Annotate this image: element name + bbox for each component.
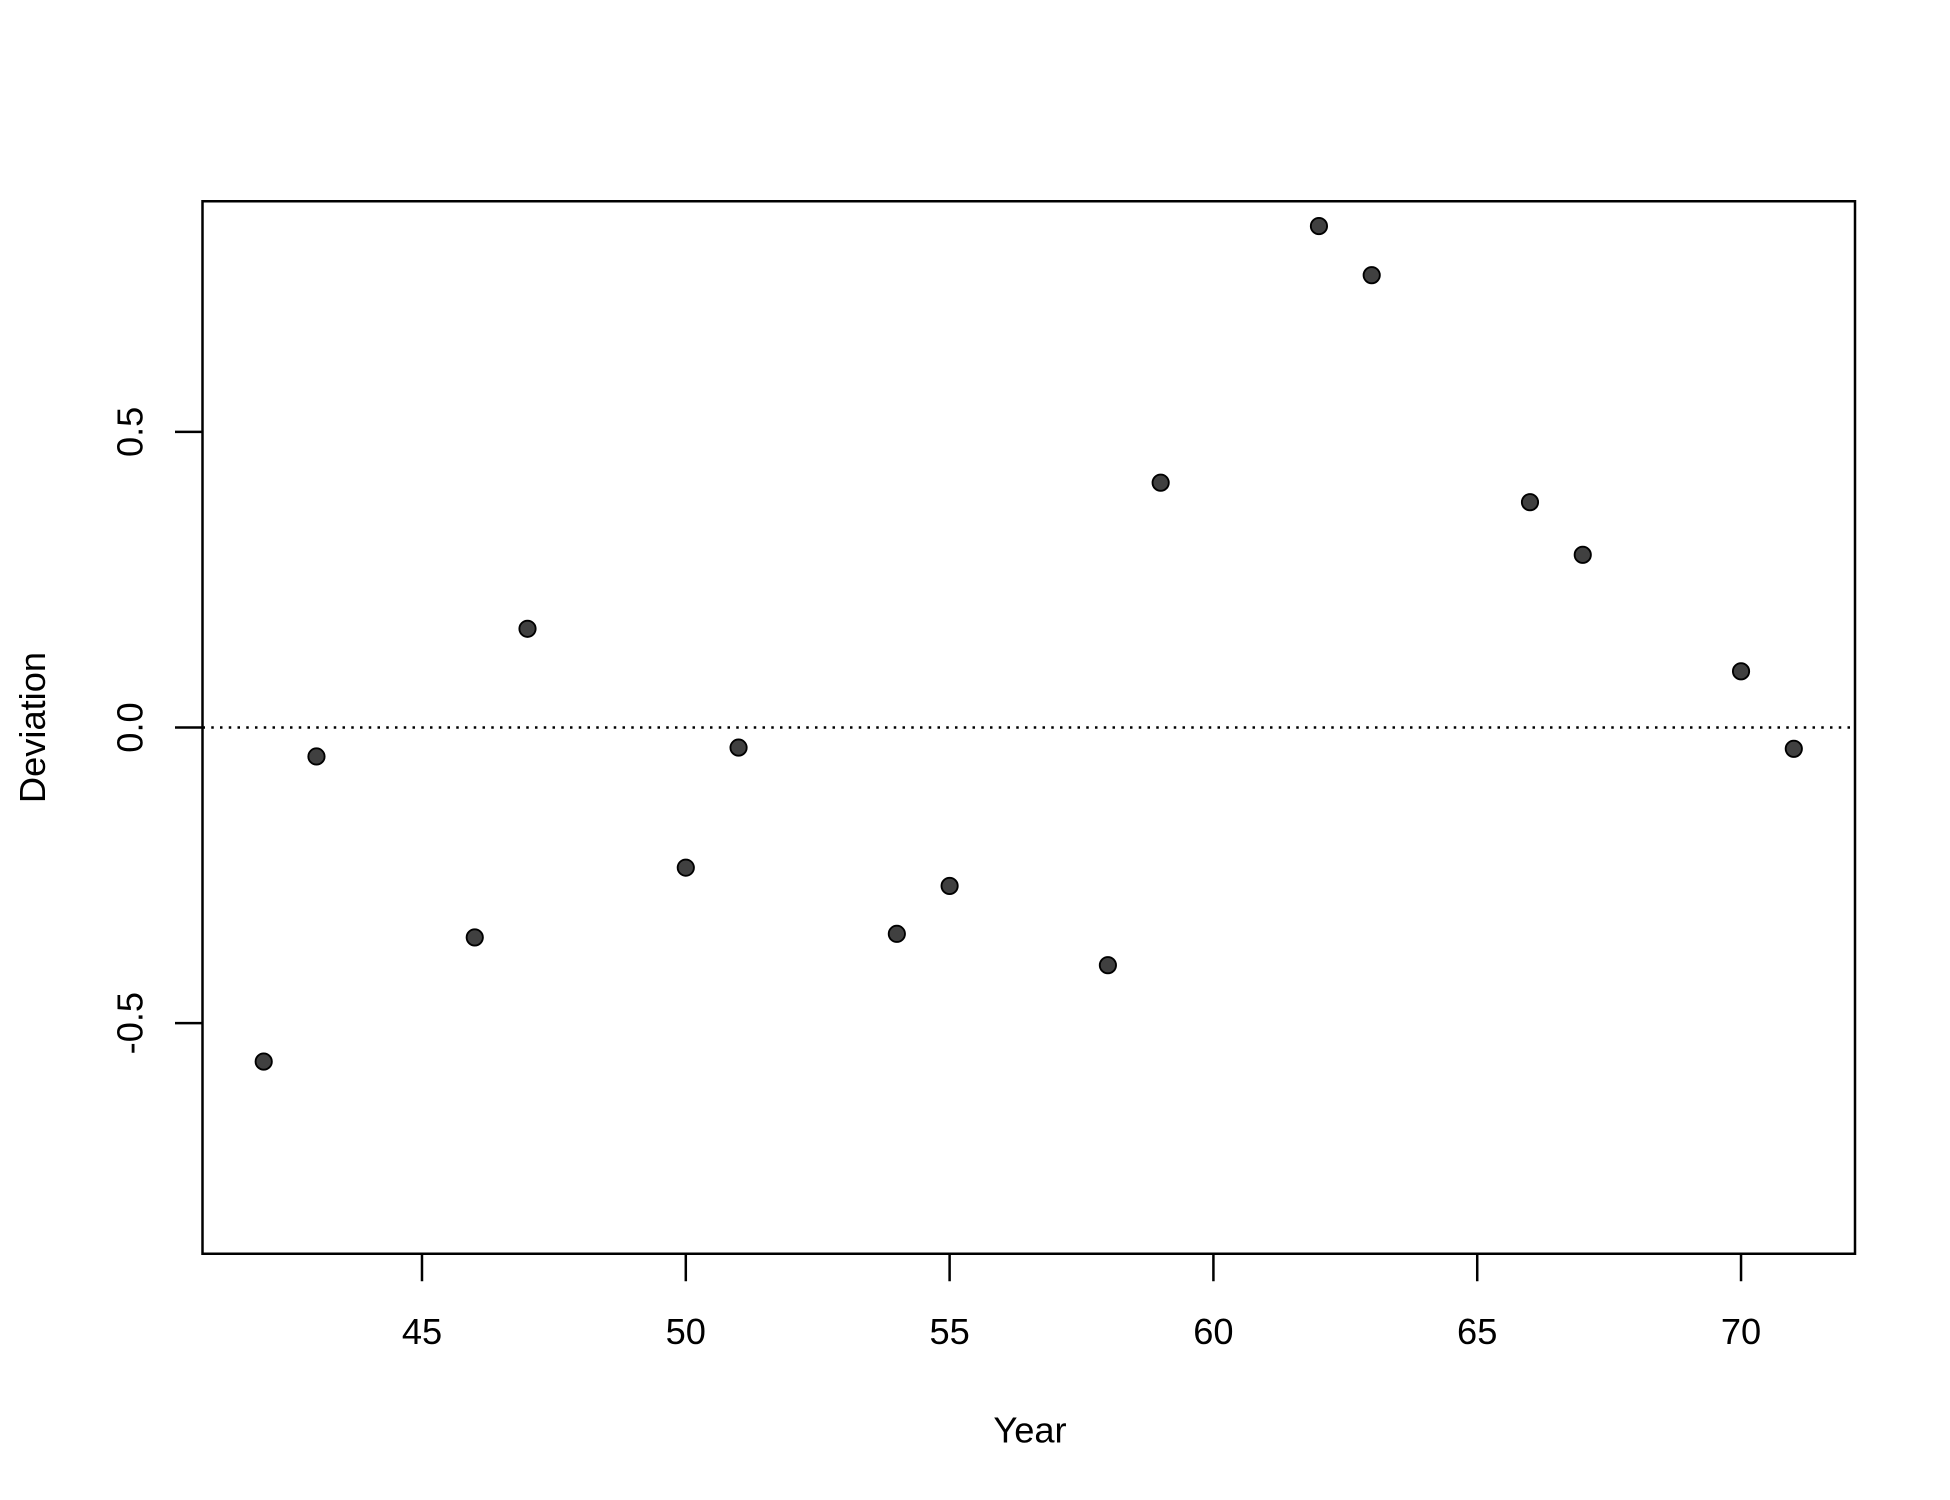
point <box>518 619 537 638</box>
point <box>307 747 326 766</box>
x-tick-label: 70 <box>1721 1311 1761 1352</box>
x-tick-label: 65 <box>1457 1311 1497 1352</box>
point <box>887 924 906 943</box>
point <box>1573 545 1592 564</box>
point <box>465 928 484 947</box>
x-tick-label: 50 <box>666 1311 706 1352</box>
x-tick-label: 55 <box>929 1311 969 1352</box>
plot-frame <box>201 200 1857 1255</box>
y-axis-label: Deviation <box>12 652 53 803</box>
point <box>1520 493 1540 512</box>
point <box>676 858 695 877</box>
y-tick-label: 0.5 <box>110 407 151 457</box>
point <box>1784 739 1803 758</box>
point <box>1362 266 1381 285</box>
y-tick-label: 0.0 <box>110 702 151 752</box>
point <box>254 1052 273 1071</box>
x-axis-label: Year <box>993 1410 1066 1451</box>
x-tick-label: 45 <box>402 1311 442 1352</box>
point <box>1151 473 1170 492</box>
point <box>1309 217 1329 236</box>
point <box>1731 662 1751 681</box>
point <box>940 876 959 896</box>
y-tick-label: -0.5 <box>110 992 151 1054</box>
x-tick-label: 60 <box>1193 1311 1233 1352</box>
point <box>1098 956 1117 975</box>
point <box>729 738 748 757</box>
